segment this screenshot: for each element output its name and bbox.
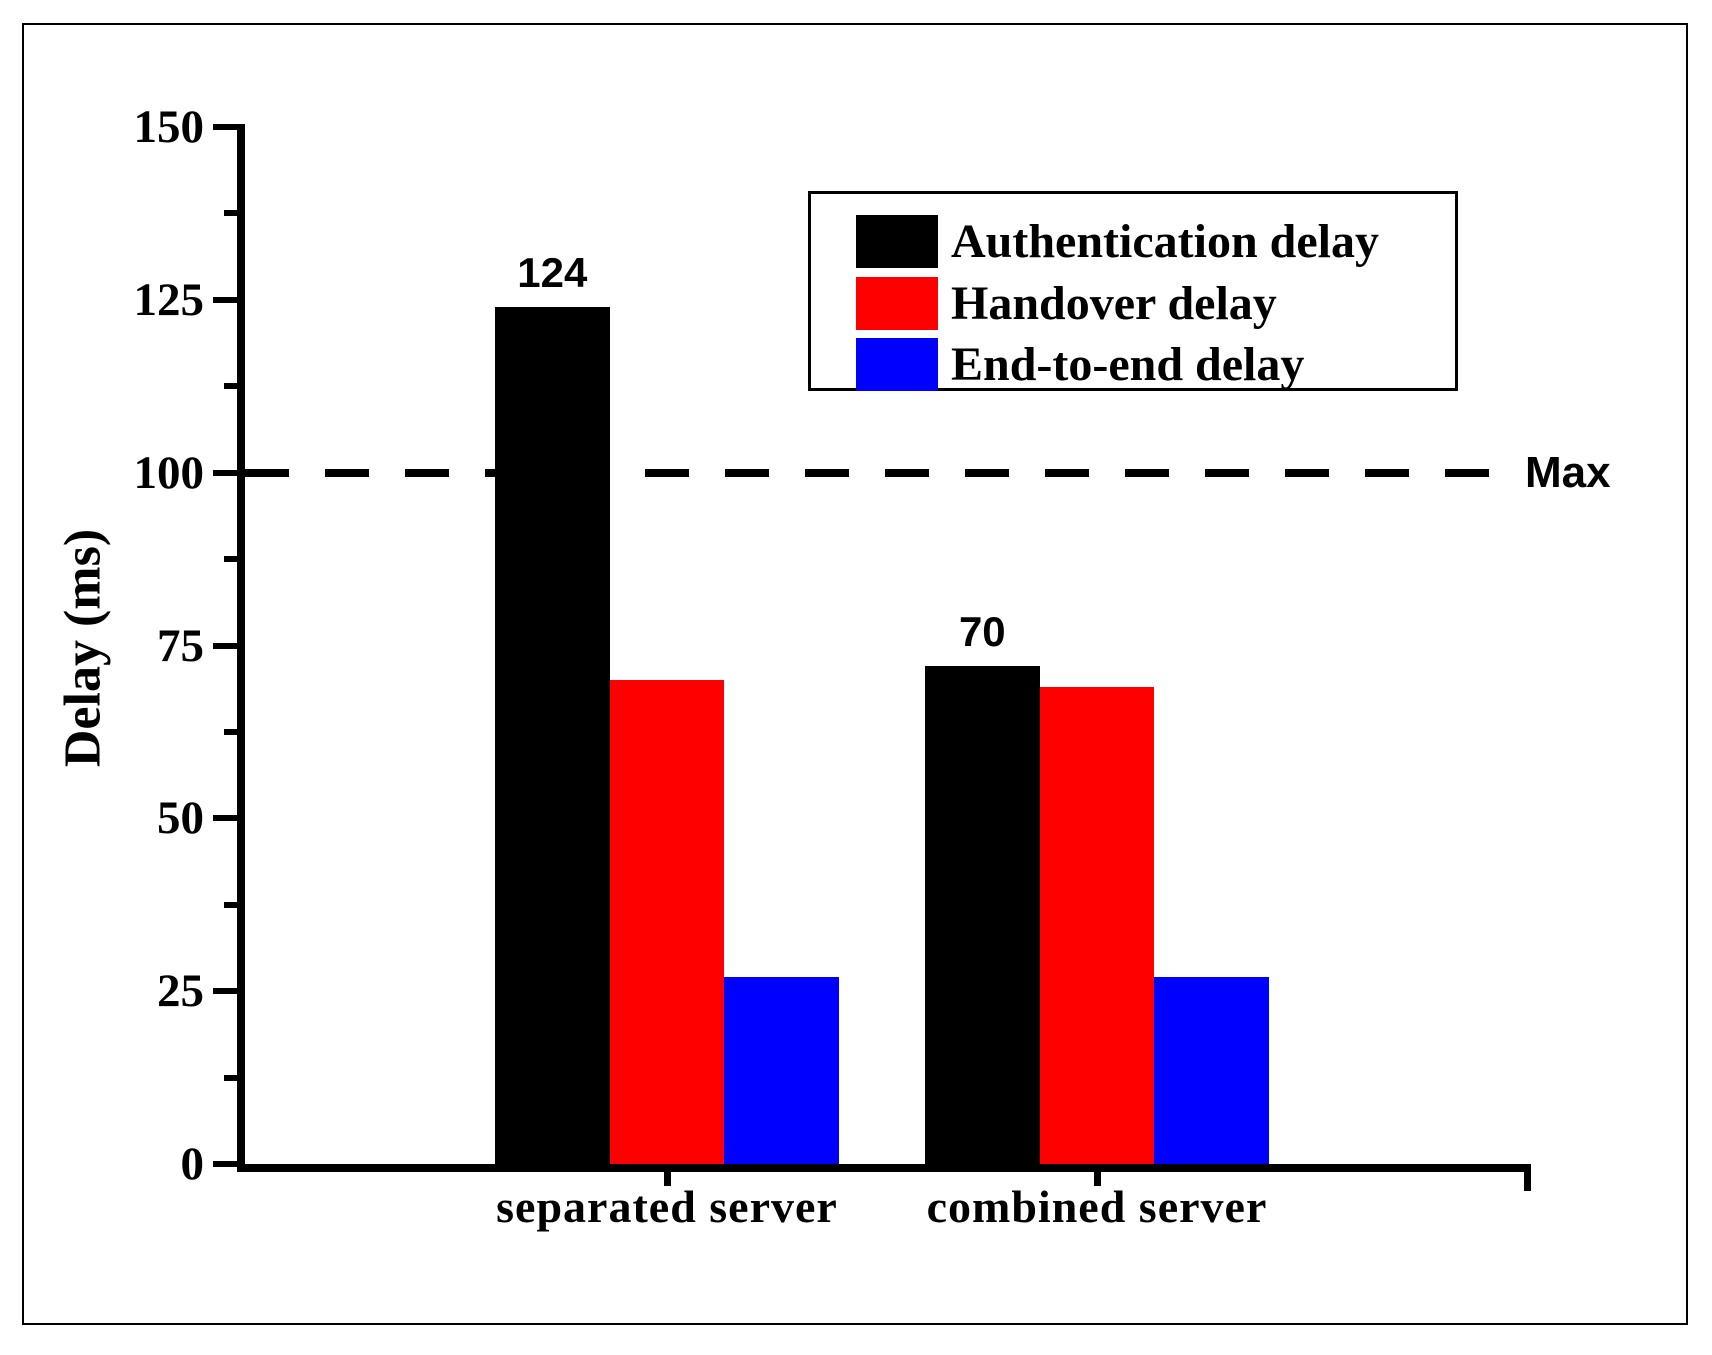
- x-category-tick: [663, 1172, 671, 1186]
- bar-authentication-delay-1: [494, 306, 610, 1168]
- y-major-tick: [213, 1161, 237, 1167]
- legend-label: Handover delay: [951, 276, 1277, 330]
- legend-swatch-end-to-end-delay: [856, 338, 938, 391]
- bar-end-to-end-delay-1: [724, 977, 840, 1168]
- y-axis-line: [237, 124, 245, 1172]
- y-minor-tick: [224, 556, 237, 563]
- x-category-tick: [1093, 1172, 1101, 1186]
- y-tick-label: 125: [133, 273, 205, 326]
- x-axis-line: [237, 1164, 1531, 1172]
- y-major-tick: [213, 815, 237, 822]
- legend-label: Authentication delay: [951, 215, 1380, 268]
- x-category-label: combined server: [926, 1181, 1268, 1232]
- y-major-tick: [213, 469, 237, 476]
- y-tick-label: 150: [133, 101, 205, 153]
- bar-handover-delay-1: [609, 680, 725, 1168]
- x-category-label: separated server: [496, 1181, 838, 1232]
- max-reference-line: [245, 468, 1517, 477]
- y-minor-tick: [224, 383, 237, 390]
- y-tick-label: 75: [157, 619, 204, 672]
- y-minor-tick: [224, 901, 237, 908]
- legend-swatch-authentication-delay: [856, 215, 938, 268]
- y-major-tick: [213, 296, 237, 303]
- y-tick-label: 25: [157, 965, 204, 1018]
- figure-border: [22, 23, 1688, 1325]
- y-major-tick: [213, 124, 237, 130]
- bar-end-to-end-delay-2: [1154, 977, 1270, 1168]
- legend-label: End-to-end delay: [951, 338, 1305, 391]
- y-tick-label: 100: [133, 446, 205, 499]
- y-minor-tick: [224, 1074, 237, 1081]
- bar-value-label: 124: [517, 248, 588, 296]
- y-minor-tick: [224, 210, 237, 217]
- bar-handover-delay-2: [1039, 686, 1155, 1168]
- y-tick-label: 50: [157, 792, 204, 845]
- bar-authentication-delay-2: [924, 666, 1040, 1168]
- y-major-tick: [213, 642, 237, 649]
- y-minor-tick: [224, 728, 237, 735]
- legend-swatch-handover-delay: [856, 276, 938, 330]
- max-reference-label: Max: [1525, 447, 1611, 497]
- legend-rows: Authentication delay Handover delay End-to…: [811, 194, 1455, 391]
- y-tick-label: 0: [180, 1138, 205, 1190]
- x-axis-end-tick: [1524, 1172, 1531, 1191]
- legend: Authentication delay Handover delay End-to…: [808, 191, 1458, 391]
- y-major-tick: [213, 988, 237, 995]
- bar-value-label: 70: [958, 608, 1006, 656]
